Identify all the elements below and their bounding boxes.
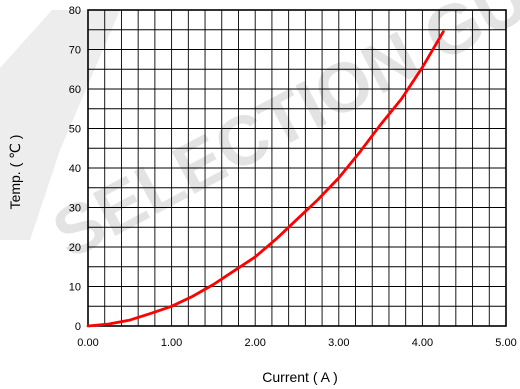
y-tick-label: 70	[69, 45, 81, 57]
y-tick-label: 40	[69, 163, 81, 175]
y-tick-label: 50	[69, 124, 81, 136]
x-tick-label: 5.00	[495, 337, 516, 349]
y-tick-label: 0	[75, 321, 81, 333]
x-tick-label: 1.00	[161, 337, 182, 349]
y-tick-label: 60	[69, 84, 81, 96]
y-tick-label: 80	[69, 5, 81, 17]
y-axis-label: Temp. ( ℃ )	[7, 135, 23, 210]
watermark: SELECTION GUIDE	[0, 0, 520, 273]
y-tick-label: 30	[69, 203, 81, 215]
x-axis-label: Current ( A )	[262, 369, 337, 385]
x-tick-label: 0.00	[77, 337, 98, 349]
grid	[88, 10, 506, 326]
x-tick-labels: 0.00 1.00 2.00 3.00 4.00 5.00	[77, 337, 516, 349]
watermark-text: SELECTION GUIDE	[40, 0, 520, 273]
y-tick-label: 20	[69, 242, 81, 254]
x-tick-label: 2.00	[244, 337, 265, 349]
series-line	[86, 30, 445, 328]
x-tick-label: 3.00	[328, 337, 349, 349]
x-tick-label: 4.00	[412, 337, 433, 349]
plot-frame	[87, 9, 507, 327]
y-tick-label: 10	[69, 282, 81, 294]
y-tick-labels: 0 10 20 30 40 50 60 70 80	[69, 5, 81, 333]
